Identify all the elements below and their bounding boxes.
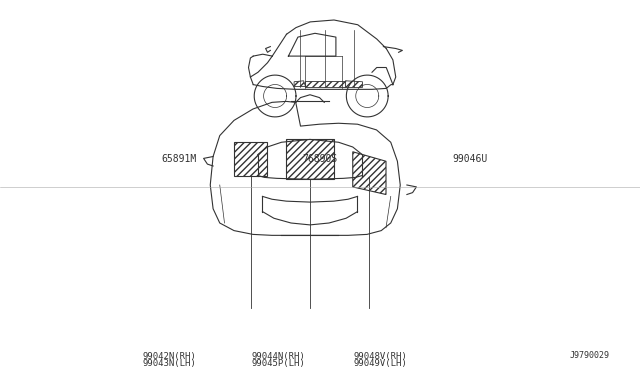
Text: 99046U: 99046U [452, 154, 488, 164]
Text: 99044N(RH): 99044N(RH) [252, 352, 305, 360]
Polygon shape [353, 152, 386, 195]
Text: 99043N(LH): 99043N(LH) [143, 359, 196, 368]
Text: 65891M: 65891M [161, 154, 197, 164]
Text: J9790029: J9790029 [570, 351, 610, 360]
Polygon shape [294, 81, 305, 87]
Polygon shape [234, 142, 268, 176]
Text: 99045P(LH): 99045P(LH) [252, 359, 305, 368]
Text: 99042N(RH): 99042N(RH) [143, 352, 196, 360]
Text: 76890S: 76890S [302, 154, 338, 164]
Polygon shape [346, 81, 362, 87]
Text: 99048V(RH): 99048V(RH) [354, 352, 408, 360]
Text: 99049V(LH): 99049V(LH) [354, 359, 408, 368]
Polygon shape [286, 140, 333, 179]
Polygon shape [305, 81, 346, 87]
